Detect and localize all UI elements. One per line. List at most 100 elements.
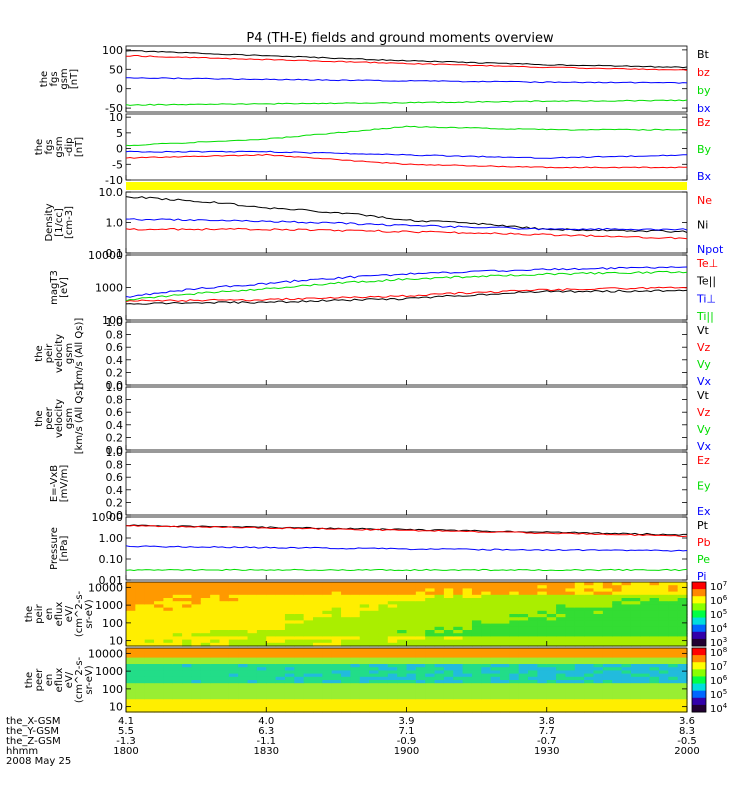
- spectrogram-cell: [565, 639, 576, 644]
- spectrogram-cell: [182, 664, 193, 668]
- spectrogram-cell: [509, 676, 520, 681]
- spectrogram-cell: [490, 626, 501, 631]
- time-axis-value: 7.1: [399, 726, 415, 737]
- spectrogram-cell: [210, 686, 221, 691]
- spectrogram-cell: [612, 633, 623, 637]
- spectrogram-cell: [247, 667, 258, 671]
- spectrogram-cell: [256, 598, 267, 602]
- spectrogram-cell: [397, 620, 408, 625]
- spectrogram-cell: [574, 585, 585, 589]
- spectrogram-cell: [471, 654, 482, 659]
- spectrogram-cell: [163, 614, 174, 618]
- spectrogram-cell: [359, 620, 370, 625]
- y-axis-label: [km/s (All Qs)]: [74, 318, 85, 390]
- spectrogram-cell: [172, 699, 183, 703]
- spectrogram-cell: [369, 620, 380, 625]
- spectrogram-cell: [172, 601, 183, 605]
- spectrogram-cell: [677, 598, 688, 602]
- spectrogram-cell: [359, 617, 370, 621]
- spectrogram-cell: [528, 696, 538, 700]
- spectrogram-cell: [584, 623, 595, 628]
- spectrogram-cell: [228, 673, 239, 678]
- spectrogram-cell: [518, 623, 529, 628]
- spectrogram-cell: [415, 610, 426, 615]
- spectrogram-cell: [200, 654, 211, 659]
- spectrogram-cell: [359, 676, 370, 681]
- series-line: [125, 289, 688, 305]
- spectrogram-cell: [322, 620, 333, 625]
- spectrogram-cell: [341, 591, 351, 596]
- y-tick-label: 100: [102, 617, 123, 630]
- spectrogram-cell: [182, 676, 193, 681]
- spectrogram-cell: [210, 680, 221, 684]
- spectrogram-cell: [378, 708, 389, 713]
- spectrogram-cell: [172, 664, 183, 668]
- spectrogram-cell: [612, 708, 623, 713]
- y-tick-label: 0.6: [106, 341, 124, 354]
- spectrogram-cell: [509, 598, 520, 602]
- spectrogram-cell: [387, 648, 398, 652]
- spectrogram-cell: [256, 591, 267, 596]
- spectrogram-cell: [294, 642, 305, 647]
- spectrogram-cell: [154, 591, 164, 596]
- spectrogram-cell: [191, 585, 202, 589]
- spectrogram-cell: [500, 696, 510, 700]
- spectrogram-cell: [490, 617, 501, 621]
- spectrogram-cell: [369, 607, 380, 612]
- y-axis-label: the: [39, 71, 50, 87]
- spectrogram-cell: [668, 620, 679, 625]
- spectrogram-cell: [200, 699, 211, 703]
- spectrogram-cell: [415, 601, 426, 605]
- spectrogram-cell: [294, 708, 305, 713]
- spectrogram-cell: [303, 692, 314, 697]
- spectrogram-cell: [144, 657, 155, 662]
- spectrogram-cell: [658, 601, 669, 605]
- spectrogram-cell: [537, 657, 548, 662]
- spectrogram-cell: [556, 708, 567, 713]
- spectrogram-cell: [500, 683, 510, 687]
- spectrogram-cell: [584, 660, 595, 665]
- spectrogram-cell: [584, 651, 595, 655]
- spectrogram-cell: [256, 686, 267, 691]
- spectrogram-cell: [462, 648, 473, 652]
- spectrogram-cell: [182, 591, 193, 596]
- spectrogram-cell: [322, 594, 333, 599]
- spectrogram-cell: [182, 630, 193, 634]
- spectrogram-cell: [509, 639, 520, 644]
- spectrogram-cell: [509, 667, 520, 671]
- spectrogram-cell: [238, 591, 249, 596]
- spectrogram-cell: [546, 699, 557, 703]
- spectrogram-cell: [584, 588, 595, 593]
- spectrogram-cell: [658, 588, 669, 593]
- spectrogram-cell: [518, 582, 529, 586]
- spectrogram-cell: [443, 705, 454, 710]
- spectrogram-cell: [443, 699, 454, 703]
- spectrogram-cell: [602, 630, 613, 634]
- spectrogram-cell: [294, 692, 305, 697]
- spectrogram-cell: [500, 630, 510, 634]
- spectrogram-cell: [397, 604, 408, 609]
- spectrogram-cell: [238, 607, 249, 612]
- spectrogram-cell: [584, 654, 595, 659]
- colorbar-tick-label: 105: [710, 688, 727, 701]
- spectrogram-cell: [172, 651, 183, 655]
- spectrogram-cell: [369, 683, 380, 687]
- spectrogram-cell: [369, 680, 380, 684]
- spectrogram-cell: [518, 601, 529, 605]
- spectrogram-cell: [228, 686, 239, 691]
- spectrogram-cell: [378, 617, 389, 621]
- spectrogram-cell: [294, 654, 305, 659]
- spectrogram-cell: [247, 623, 258, 628]
- spectrogram-cell: [126, 708, 136, 713]
- spectrogram-cell: [378, 657, 389, 662]
- spectrogram-cell: [303, 708, 314, 713]
- spectrogram-cell: [341, 601, 351, 605]
- spectrogram-cell: [518, 648, 529, 652]
- spectrogram-cell: [425, 591, 436, 596]
- spectrogram-cell: [219, 639, 230, 644]
- spectrogram-cell: [163, 654, 174, 659]
- spectrogram-cell: [378, 670, 389, 675]
- spectrogram-cell: [322, 696, 333, 700]
- spectrogram-cell: [500, 680, 510, 684]
